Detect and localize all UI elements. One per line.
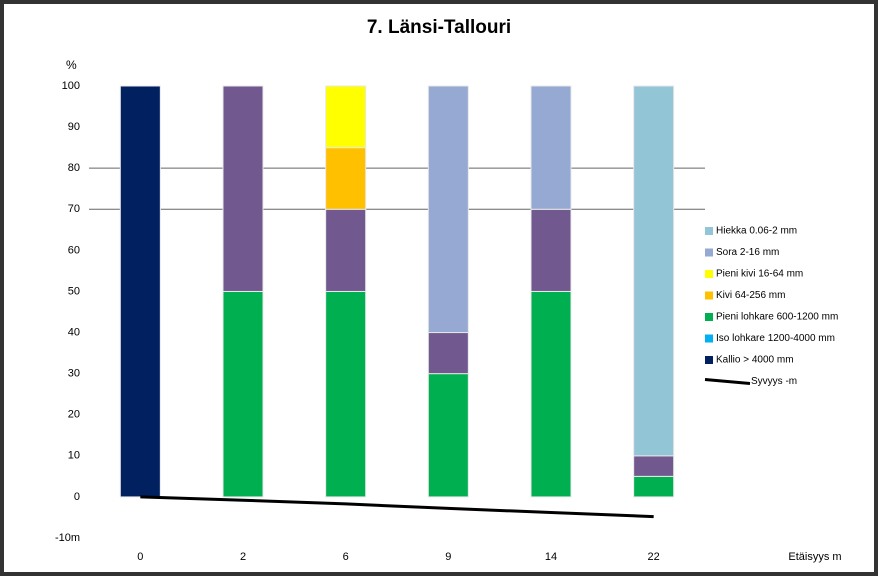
x-tick-label: 2 — [240, 551, 246, 563]
legend-label: Hiekka 0.06-2 mm — [716, 226, 797, 237]
y-tick-label: 0 — [74, 491, 80, 503]
y-tick-label: 60 — [68, 244, 80, 256]
legend-label: Syvyys -m — [751, 376, 797, 387]
y-tick-label: 100 — [62, 80, 80, 92]
x-tick-label: 6 — [343, 551, 349, 563]
legend-swatch — [705, 356, 713, 364]
x-tick-label: 22 — [648, 551, 660, 563]
bar-segment — [119, 85, 161, 498]
legend-label: Sora 2-16 mm — [716, 247, 779, 258]
legend-swatch — [705, 334, 713, 343]
bar-segment — [633, 455, 675, 477]
depth-line — [140, 495, 654, 519]
y-tick-label: 20 — [68, 409, 80, 421]
bar-segment — [325, 290, 367, 498]
bar-segment — [325, 208, 367, 292]
y-tick-label: 50 — [68, 285, 80, 297]
y-tick-label: 80 — [68, 162, 80, 174]
legend-swatch — [704, 378, 751, 385]
chart-title: 7. Länsi-Tallouri — [367, 17, 511, 38]
y-tick-label: 70 — [68, 203, 80, 215]
bar-segment — [325, 147, 367, 210]
bar-segment — [530, 290, 572, 498]
x-tick-label: 9 — [445, 551, 451, 563]
bar-segment — [427, 332, 469, 375]
y-tick-label: 10 — [68, 450, 80, 462]
bar-segment — [325, 85, 367, 149]
y-axis-label: % — [66, 58, 77, 72]
legend-swatch — [705, 248, 713, 257]
bar-segment — [633, 85, 675, 457]
y-tick-label: 90 — [68, 121, 80, 133]
bar-segment — [633, 475, 675, 498]
legend-swatch — [705, 313, 713, 321]
legend-label: Kivi 64-256 mm — [716, 290, 785, 301]
x-tick-label: 14 — [545, 551, 557, 563]
legend-label: Pieni lohkare 600-1200 mm — [716, 312, 838, 323]
bar-segment — [427, 373, 469, 498]
x-axis-label: Etäisyys m — [788, 551, 841, 563]
y-tick-label: 30 — [68, 368, 80, 380]
bar-segment — [222, 290, 264, 498]
legend-label: Pieni kivi 16-64 mm — [716, 269, 803, 280]
legend-label: Iso lohkare 1200-4000 mm — [716, 333, 835, 344]
legend-swatch — [705, 270, 713, 278]
bar-segment — [530, 208, 572, 292]
bar-segment — [530, 85, 572, 210]
x-tick-label: 0 — [137, 551, 143, 563]
y-tick-label: 40 — [68, 326, 80, 338]
y-tick-label: -10m — [55, 532, 80, 544]
bar-segment — [222, 85, 264, 292]
legend-swatch — [705, 227, 713, 235]
legend-swatch — [705, 291, 713, 300]
legend-label: Kallio > 4000 mm — [716, 355, 794, 366]
bar-segment — [427, 85, 469, 334]
